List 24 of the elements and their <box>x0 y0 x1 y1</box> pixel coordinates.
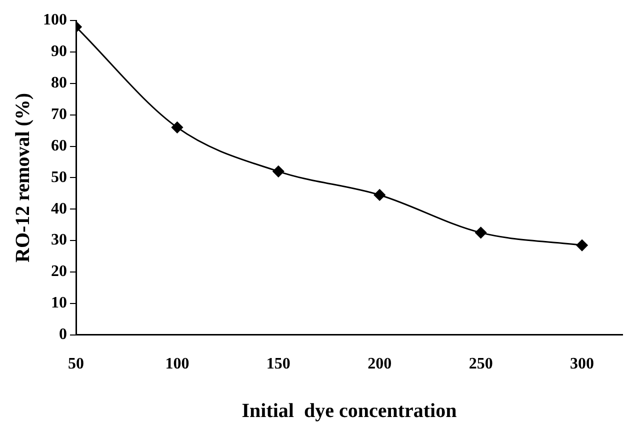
y-tick-label: 50 <box>51 168 67 186</box>
x-tick-label: 50 <box>68 356 84 373</box>
point <box>272 166 284 178</box>
y-tick-label: 70 <box>51 106 67 123</box>
x-tick-label: 100 <box>165 356 190 373</box>
x-tick-label: 250 <box>468 356 493 373</box>
y-tick-label: 10 <box>51 294 67 312</box>
y-tick-label: 60 <box>51 137 67 154</box>
y-tick-label: 40 <box>51 200 67 218</box>
y-tick-label: 30 <box>51 232 67 249</box>
y-axis-title: RO-12 removal (%) <box>12 92 34 262</box>
x-tick-label: 200 <box>368 356 392 373</box>
x-tick-label: 300 <box>570 356 594 373</box>
y-tick-label: 90 <box>51 43 67 60</box>
y-tick-label: 100 <box>43 12 67 29</box>
point <box>576 240 588 252</box>
y-tick-label: 80 <box>51 74 67 92</box>
y-tick-label: 0 <box>59 326 67 343</box>
x-tick-label: 150 <box>266 356 290 373</box>
point <box>171 122 183 134</box>
point <box>475 226 487 238</box>
y-tick-label: 20 <box>51 263 67 280</box>
x-axis-title: Initial dye concentration <box>242 400 457 422</box>
point <box>374 189 386 201</box>
